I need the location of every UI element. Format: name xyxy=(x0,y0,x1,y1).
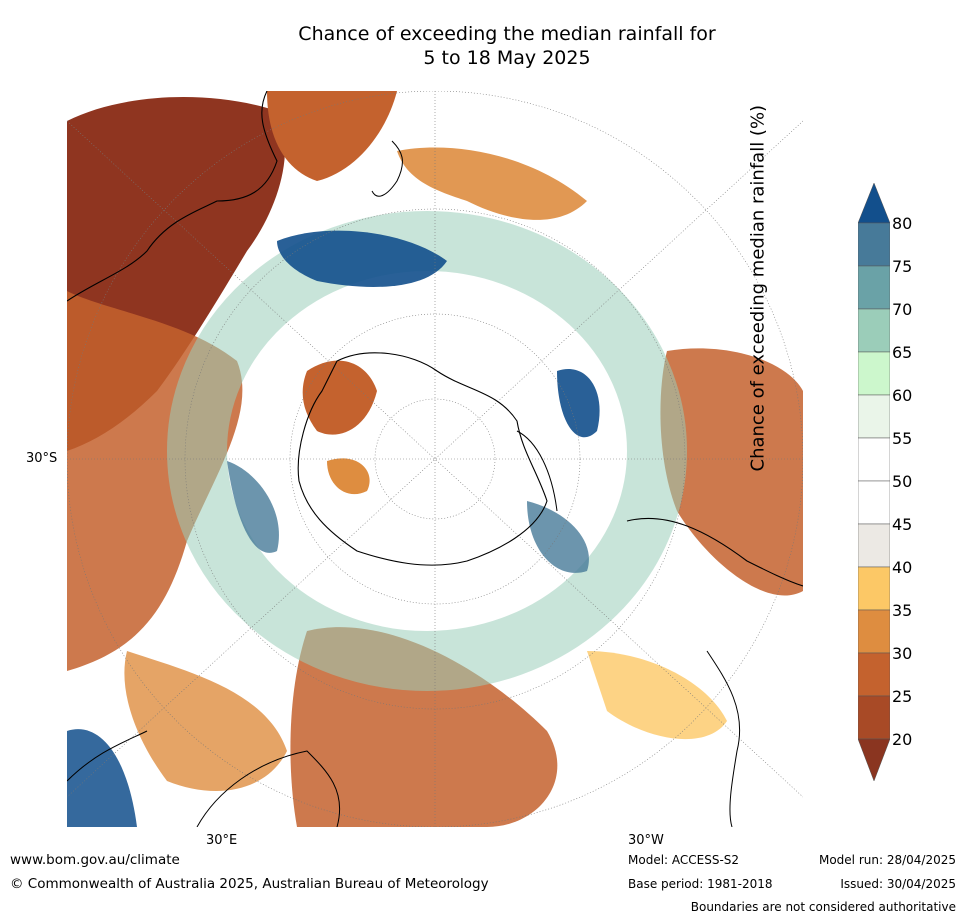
tick-30: 30 xyxy=(892,644,913,663)
tick-40: 40 xyxy=(892,558,913,577)
wet-core-south xyxy=(527,501,589,573)
dry-patch-antarctica xyxy=(302,360,377,435)
dry-patch-antarctica-2 xyxy=(327,458,370,495)
south-america-coastline xyxy=(626,517,803,587)
colorbar-55-60 xyxy=(858,394,890,439)
label-30e: 30°E xyxy=(206,833,238,848)
antarctic-peninsula xyxy=(516,430,558,512)
tick-75: 75 xyxy=(892,257,913,276)
new-zealand xyxy=(371,140,403,197)
dry-region-bottom-left xyxy=(124,651,287,791)
tick-70: 70 xyxy=(892,300,913,319)
colorbar xyxy=(858,183,890,781)
colorbar-45-50 xyxy=(858,480,890,525)
colorbar-50-55 xyxy=(858,437,890,482)
wet-core-southwest xyxy=(227,461,279,553)
base-period-text: Base period: 1981-2018 xyxy=(628,877,773,891)
label-30s: 30°S xyxy=(26,451,58,466)
africa-coastline xyxy=(196,750,341,827)
wet-core-north xyxy=(277,230,447,287)
disclaimer-text: Boundaries are not considered authoritat… xyxy=(690,900,956,914)
south-africa-west xyxy=(67,730,148,782)
tick-65: 65 xyxy=(892,343,913,362)
tick-60: 60 xyxy=(892,386,913,405)
tick-50: 50 xyxy=(892,472,913,491)
title-line-1: Chance of exceeding the median rainfall … xyxy=(298,23,716,45)
colorbar-30-35 xyxy=(858,609,890,654)
colorbar-20-25 xyxy=(858,695,890,740)
dry-region-bottom-right xyxy=(587,651,727,740)
colorbar-label: Chance of exceeding median rainfall (%) xyxy=(747,104,769,472)
dry-region-north xyxy=(397,147,587,220)
colorbar-60-65 xyxy=(858,351,890,396)
lat-circle-75s xyxy=(374,398,496,520)
colorbar-65-70 xyxy=(858,308,890,353)
tick-45: 45 xyxy=(892,515,913,534)
wet-ring xyxy=(167,211,687,691)
rainfall-probability-map xyxy=(67,91,803,827)
label-30w: 30°W xyxy=(628,833,664,848)
tick-55: 55 xyxy=(892,429,913,448)
south-america-coast-2 xyxy=(706,650,741,827)
tick-80: 80 xyxy=(892,214,913,233)
colorbar-over-arrow xyxy=(858,183,890,224)
copyright-text: © Commonwealth of Australia 2025, Austra… xyxy=(10,876,489,892)
issued-text: Issued: 30/04/2025 xyxy=(840,877,956,891)
colorbar-35-40 xyxy=(858,566,890,611)
colorbar-under-arrow xyxy=(858,738,890,781)
colorbar-70-75 xyxy=(858,265,890,310)
wet-core-bottom-left xyxy=(67,729,137,827)
australia-coastline xyxy=(67,91,278,302)
antarctica-coastline xyxy=(297,352,548,566)
tick-20: 20 xyxy=(892,730,913,749)
wet-core-east xyxy=(557,369,600,438)
dry-region-top xyxy=(267,91,397,181)
model-run-text: Model run: 28/04/2025 xyxy=(818,853,956,867)
tick-25: 25 xyxy=(892,687,913,706)
colorbar-25-30 xyxy=(858,652,890,697)
model-text: Model: ACCESS-S2 xyxy=(628,853,740,867)
dry-region-right xyxy=(660,348,803,596)
colorbar-75-80 xyxy=(858,222,890,267)
title-line-2: 5 to 18 May 2025 xyxy=(423,47,591,69)
tick-35: 35 xyxy=(892,601,913,620)
website-link[interactable]: www.bom.gov.au/climate xyxy=(10,852,180,868)
map-title: Chance of exceeding the median rainfall … xyxy=(0,22,965,70)
colorbar-40-45 xyxy=(858,523,890,568)
